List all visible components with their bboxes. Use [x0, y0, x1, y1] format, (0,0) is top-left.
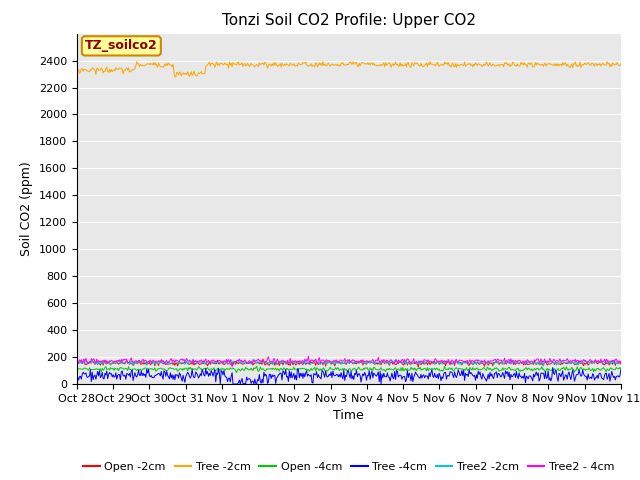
- Legend: Open -2cm, Tree -2cm, Open -4cm, Tree -4cm, Tree2 -2cm, Tree2 - 4cm: Open -2cm, Tree -2cm, Open -4cm, Tree -4…: [79, 457, 619, 477]
- Tree2 - 4cm: [396, 358, 403, 364]
- Open -4cm: [73, 365, 81, 371]
- Open -2cm: [438, 359, 445, 364]
- Line: Tree -2cm: Tree -2cm: [77, 61, 621, 77]
- Tree2 - 4cm: [484, 358, 492, 364]
- Tree2 -2cm: [540, 363, 547, 369]
- Tree -4cm: [229, 381, 237, 387]
- Tree -2cm: [484, 63, 492, 69]
- Tree -2cm: [214, 62, 221, 68]
- Tree -2cm: [394, 63, 402, 69]
- Line: Tree -4cm: Tree -4cm: [77, 368, 621, 384]
- Tree -2cm: [320, 63, 328, 69]
- Open -2cm: [415, 364, 422, 370]
- Open -4cm: [484, 365, 492, 371]
- Tree -4cm: [213, 370, 221, 376]
- Open -2cm: [617, 361, 625, 367]
- Tree2 -2cm: [437, 360, 445, 365]
- Open -2cm: [259, 356, 267, 362]
- Tree2 - 4cm: [305, 353, 312, 359]
- Tree -4cm: [394, 374, 402, 380]
- Open -2cm: [213, 361, 221, 367]
- Open -4cm: [169, 366, 177, 372]
- Open -2cm: [394, 361, 402, 367]
- Tree -2cm: [171, 74, 179, 80]
- Tree2 -2cm: [73, 360, 81, 366]
- Line: Open -4cm: Open -4cm: [77, 366, 621, 372]
- Open -4cm: [253, 363, 260, 369]
- Tree -4cm: [549, 365, 557, 371]
- Open -2cm: [484, 362, 492, 368]
- Tree2 - 4cm: [213, 358, 221, 364]
- Tree -4cm: [169, 376, 177, 382]
- Tree -2cm: [617, 60, 625, 66]
- Open -4cm: [617, 366, 625, 372]
- Tree -4cm: [320, 372, 328, 377]
- Tree2 -2cm: [249, 357, 257, 362]
- Tree2 -2cm: [394, 359, 402, 364]
- Tree -2cm: [73, 66, 81, 72]
- Open -2cm: [320, 360, 328, 365]
- Line: Tree2 - 4cm: Tree2 - 4cm: [77, 356, 621, 367]
- Y-axis label: Soil CO2 (ppm): Soil CO2 (ppm): [20, 161, 33, 256]
- Tree -2cm: [169, 61, 177, 67]
- Tree2 - 4cm: [617, 360, 625, 366]
- Tree -4cm: [617, 367, 625, 372]
- Tree2 - 4cm: [169, 357, 177, 363]
- X-axis label: Time: Time: [333, 409, 364, 422]
- Tree -4cm: [483, 375, 491, 381]
- Tree -2cm: [438, 61, 445, 67]
- Tree -2cm: [426, 59, 434, 64]
- Tree2 -2cm: [483, 361, 491, 367]
- Tree -4cm: [73, 372, 81, 377]
- Tree2 - 4cm: [321, 360, 328, 365]
- Open -4cm: [233, 370, 241, 375]
- Tree2 -2cm: [169, 359, 177, 365]
- Tree2 - 4cm: [438, 358, 445, 363]
- Tree2 -2cm: [213, 359, 221, 365]
- Open -2cm: [73, 361, 81, 367]
- Tree2 -2cm: [320, 360, 328, 366]
- Line: Tree2 -2cm: Tree2 -2cm: [77, 360, 621, 366]
- Title: Tonzi Soil CO2 Profile: Upper CO2: Tonzi Soil CO2 Profile: Upper CO2: [222, 13, 476, 28]
- Tree2 -2cm: [617, 360, 625, 365]
- Open -4cm: [396, 367, 403, 373]
- Open -4cm: [438, 367, 445, 373]
- Tree -4cm: [437, 378, 445, 384]
- Open -4cm: [321, 367, 328, 373]
- Open -2cm: [169, 362, 177, 368]
- Text: TZ_soilco2: TZ_soilco2: [85, 39, 157, 52]
- Tree2 - 4cm: [73, 360, 81, 365]
- Open -4cm: [213, 367, 221, 373]
- Tree2 - 4cm: [228, 364, 236, 370]
- Line: Open -2cm: Open -2cm: [77, 359, 621, 367]
